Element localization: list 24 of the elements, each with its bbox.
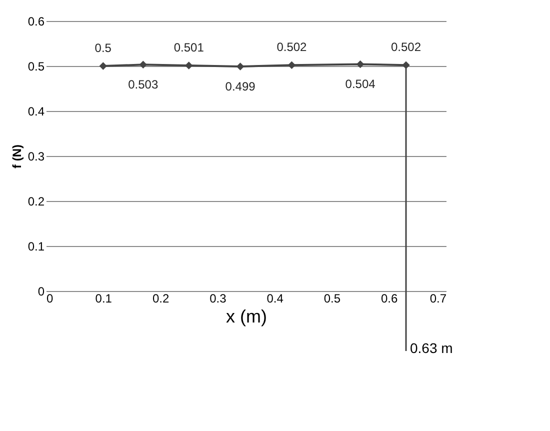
data-label: 0.504 (345, 77, 376, 92)
x-tick-label: 0.4 (266, 292, 284, 306)
x-tick-label: 0 (46, 292, 54, 306)
x-tick-label: 0.6 (381, 292, 398, 306)
y-tick-label: 0.4 (28, 104, 45, 118)
y-tick-label: 0.6 (28, 14, 45, 28)
data-label: 0.501 (174, 40, 204, 55)
x-tick-label: 0.5 (324, 292, 341, 306)
x-axis-title: x (m) (226, 306, 267, 326)
data-label: 0.502 (390, 40, 422, 54)
x-tick-label: 0.7 (430, 292, 447, 306)
y-tick-label: 0.1 (28, 240, 45, 254)
ref-line-label: 0.63 m (410, 340, 453, 356)
y-tick-label: 0.2 (28, 194, 45, 208)
y-axis-title: f (N) (10, 144, 24, 168)
data-label: 0.503 (128, 78, 158, 92)
y-tick-label: 0.5 (28, 60, 45, 74)
data-label: 0.5 (94, 41, 112, 55)
x-tick-label: 0.3 (210, 292, 227, 306)
x-tick-label: 0.2 (152, 292, 170, 306)
y-tick-label: 0.3 (28, 150, 45, 164)
data-label: 0.499 (225, 79, 256, 94)
x-tick-label: 0.1 (95, 292, 112, 306)
data-label: 0.502 (276, 40, 308, 54)
